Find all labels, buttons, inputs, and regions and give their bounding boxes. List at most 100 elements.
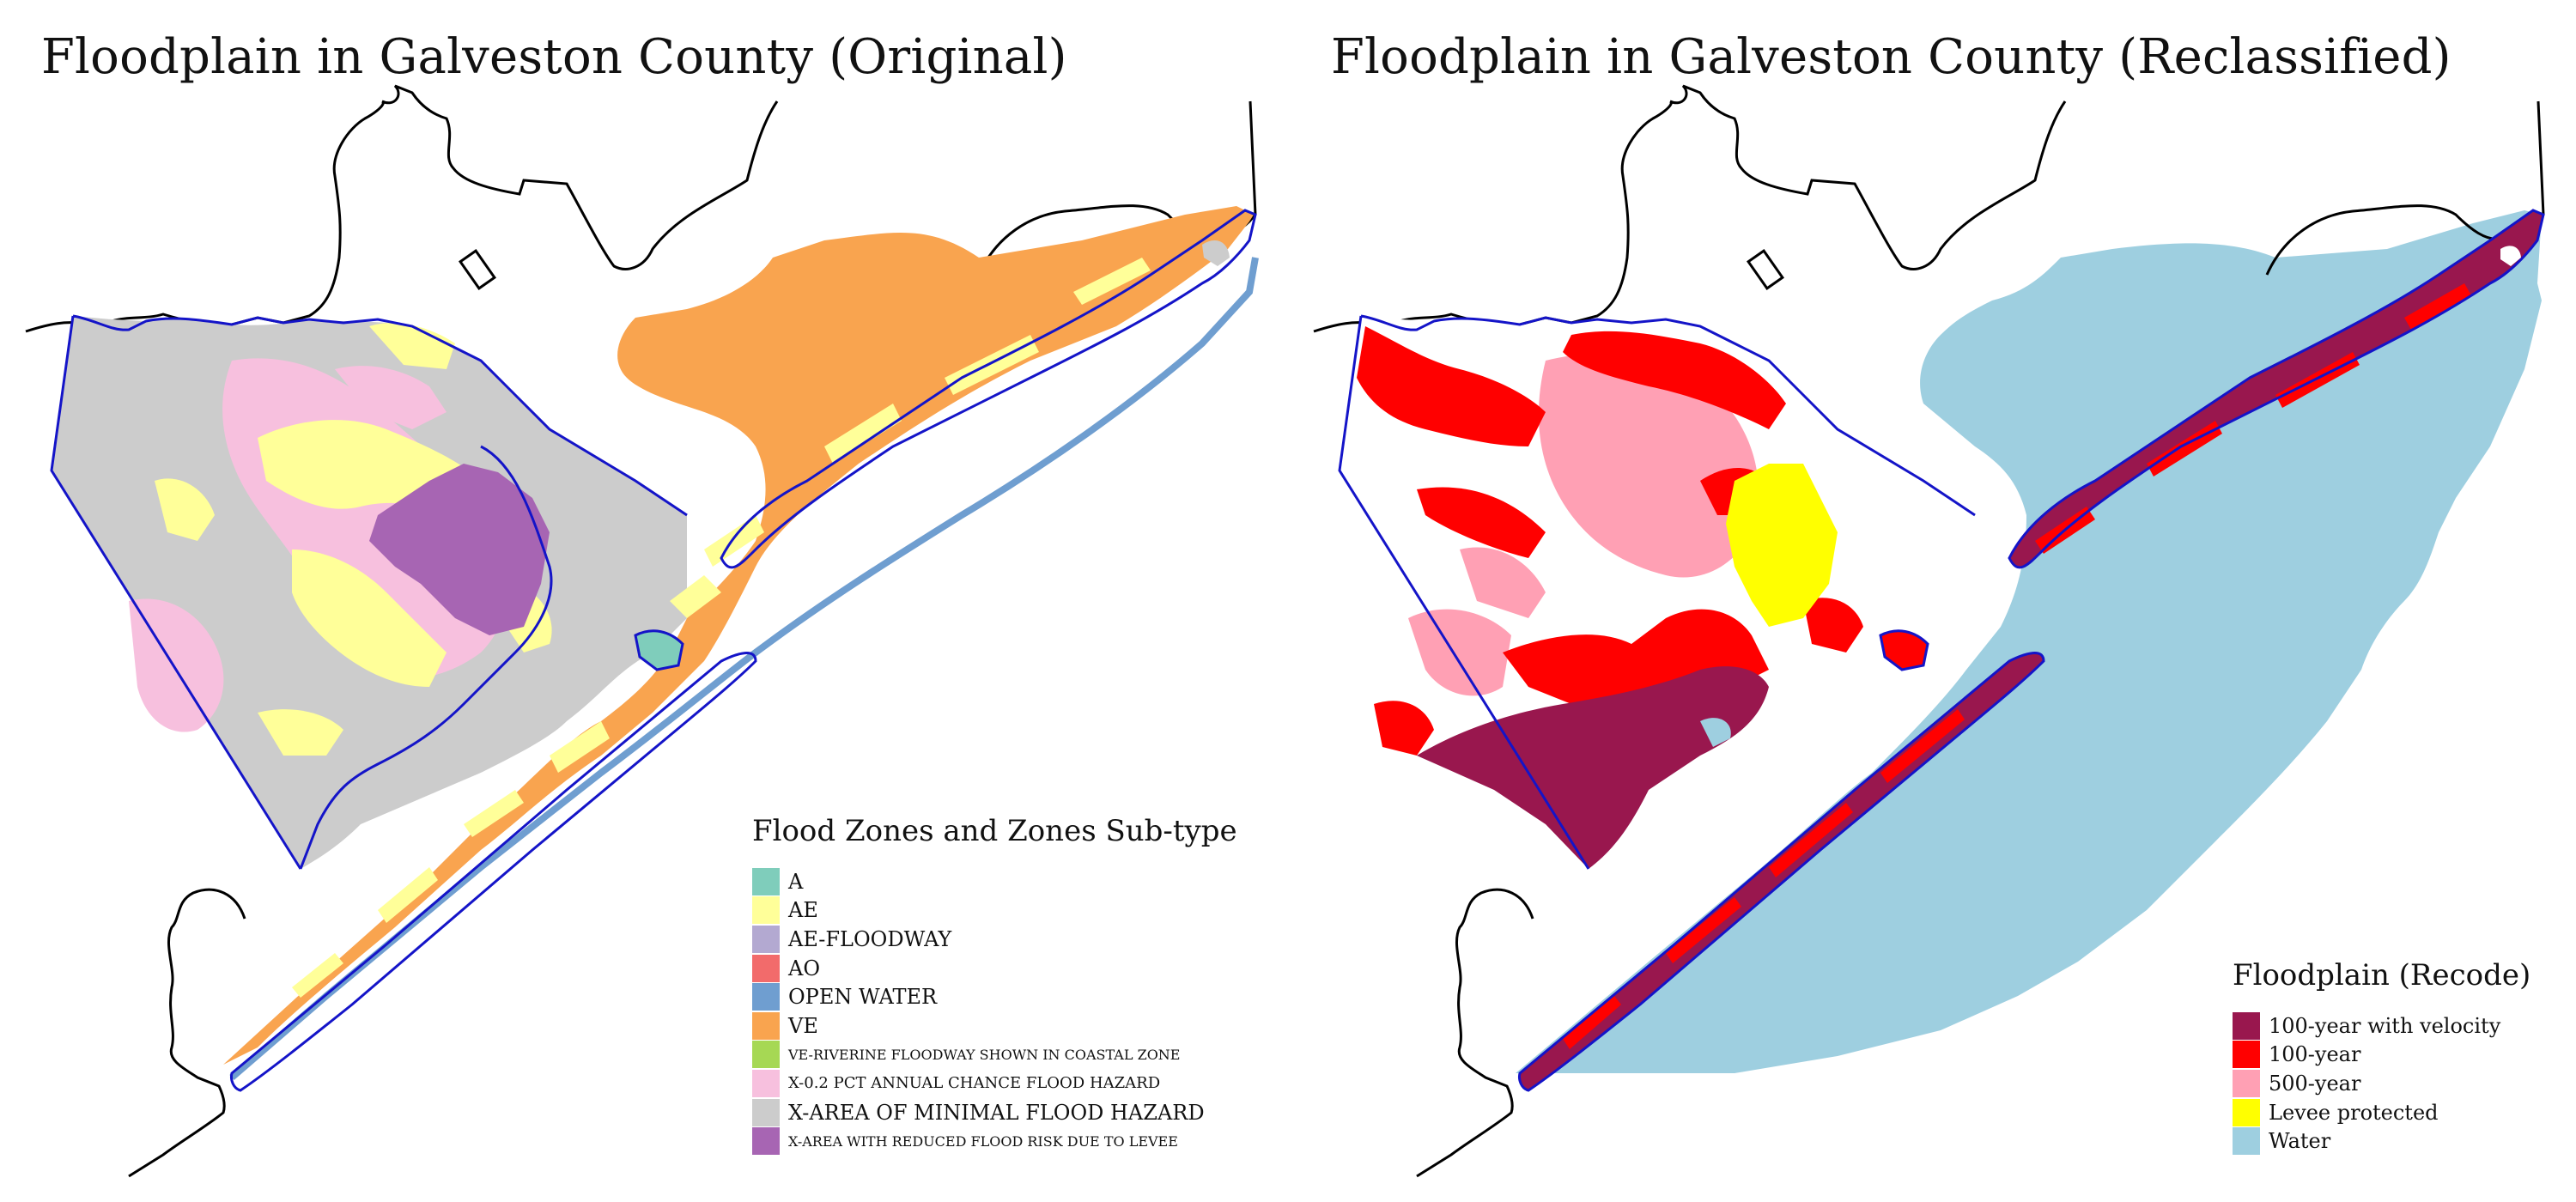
original-legend-label: X-AREA OF MINIMAL FLOOD HAZARD bbox=[788, 1100, 1205, 1125]
original-legend-item: AE bbox=[752, 896, 1237, 926]
reclassified-legend-label: Levee protected bbox=[2269, 1100, 2439, 1125]
county-outline-right bbox=[1338, 209, 2545, 1092]
galveston-red-3 bbox=[1769, 803, 1853, 877]
galveston-red-4 bbox=[1880, 709, 1965, 783]
water-area bbox=[1516, 210, 2542, 1073]
ae-patch-4 bbox=[369, 323, 455, 369]
ae-strip-1 bbox=[670, 575, 721, 618]
reclassified-legend-item: Water bbox=[2233, 1126, 2530, 1156]
100-year-patches bbox=[1357, 326, 1863, 756]
levee-zone-patch bbox=[369, 464, 550, 635]
reclassified-legend-item: 100-year bbox=[2233, 1041, 2530, 1070]
reclassified-legend-label: 100-year bbox=[2269, 1042, 2361, 1067]
county-mainland-border bbox=[50, 314, 688, 870]
reclassified-legend-item: Levee protected bbox=[2233, 1098, 2530, 1127]
500yr-patch-3 bbox=[1460, 547, 1546, 618]
bolivar-red-3 bbox=[2275, 352, 2360, 408]
reclassified-map bbox=[1313, 84, 2545, 1178]
reclassified-legend-swatch bbox=[2233, 1041, 2260, 1069]
reclassified-legend-label: Water bbox=[2269, 1129, 2331, 1154]
reclassified-legend-rows: 100-year with velocity 100-year 500-year Le… bbox=[2233, 1011, 2530, 1156]
original-legend-item: X-AREA WITH REDUCED FLOOD RISK DUE TO LE… bbox=[752, 1126, 1237, 1156]
mainland-base bbox=[1340, 316, 1975, 869]
ae-strip-6 bbox=[550, 721, 610, 773]
reclassified-map-legend: Floodplain (Recode) 100-year with veloci… bbox=[2233, 958, 2530, 1156]
original-legend-label: OPEN WATER bbox=[788, 985, 938, 1010]
reclassified-legend-label: 100-year with velocity bbox=[2269, 1013, 2501, 1038]
galveston-red-1 bbox=[1563, 996, 1621, 1049]
original-legend-swatch bbox=[752, 896, 780, 925]
bolivar-tip-white bbox=[2500, 246, 2521, 266]
galveston-red-2 bbox=[1666, 897, 1741, 963]
500-year-patches bbox=[1408, 354, 1759, 696]
original-legend-item: A bbox=[752, 867, 1237, 896]
county-mainland-border-r bbox=[1338, 314, 1976, 870]
100yr-patch-7 bbox=[1803, 598, 1863, 653]
100yr-patch-6 bbox=[1374, 701, 1434, 756]
original-map-panel: Floodplain in Galveston County (Original… bbox=[25, 29, 1259, 1178]
original-legend-swatch bbox=[752, 1041, 780, 1069]
coastline-north bbox=[25, 84, 779, 333]
original-legend-label: X-AREA WITH REDUCED FLOOD RISK DUE TO LE… bbox=[788, 1132, 1178, 1150]
reclassified-map-title: Floodplain in Galveston County (Reclassi… bbox=[1331, 29, 2451, 85]
open-water-shore-strip bbox=[229, 257, 1259, 1081]
100yr-patch-1 bbox=[1357, 326, 1546, 446]
ae-patch-2 bbox=[292, 549, 447, 687]
original-legend-item: VE bbox=[752, 1011, 1237, 1041]
island-outline-r bbox=[1747, 249, 1784, 290]
reclassified-legend-title: Floodplain (Recode) bbox=[2233, 958, 2531, 993]
original-legend-item: X-AREA OF MINIMAL FLOOD HAZARD bbox=[752, 1098, 1237, 1127]
reclassified-map-panel: Floodplain in Galveston County (Reclassi… bbox=[1288, 0, 2576, 1202]
bolivar-red-4 bbox=[2404, 283, 2471, 330]
original-legend-swatch bbox=[752, 925, 780, 953]
original-legend-rows: A AE AE-FLOODWAY AO OPEN WATER VE VE-RIVERINE … bbox=[752, 867, 1237, 1156]
ae-strip-5 bbox=[1073, 258, 1151, 305]
original-legend-item: VE-RIVERINE FLOODWAY SHOWN IN COASTAL ZO… bbox=[752, 1041, 1237, 1070]
500yr-patch-2 bbox=[1408, 609, 1511, 696]
reclassified-legend-item: 500-year bbox=[2233, 1069, 2530, 1098]
pelican-island bbox=[634, 629, 684, 671]
bolivar-grey-patch bbox=[1202, 240, 1230, 266]
original-map-title: Floodplain in Galveston County (Original… bbox=[41, 29, 1067, 85]
bolivar-border-r bbox=[2008, 209, 2545, 569]
original-legend-label: VE bbox=[788, 1013, 818, 1038]
ve-zone-body bbox=[223, 206, 1254, 1065]
original-legend-swatch bbox=[752, 1098, 780, 1126]
bolivar-velocity bbox=[2009, 210, 2543, 568]
coastline-south bbox=[128, 888, 246, 1178]
coastline-south-r bbox=[1416, 888, 1534, 1178]
ae-patch-5 bbox=[258, 709, 343, 756]
original-legend-swatch bbox=[752, 954, 780, 982]
ae-patch-3 bbox=[155, 478, 215, 541]
original-legend-label: VE-RIVERINE FLOODWAY SHOWN IN COASTAL ZO… bbox=[788, 1046, 1181, 1063]
ae-strip-3 bbox=[824, 404, 902, 464]
ae-strip-7 bbox=[464, 790, 524, 837]
reclassified-legend-swatch bbox=[2233, 1098, 2260, 1126]
velocity-mainland-inlet bbox=[1700, 718, 1731, 747]
original-legend-label: A bbox=[788, 869, 804, 894]
original-map bbox=[25, 84, 1259, 1178]
levee-protected-area bbox=[1726, 464, 1838, 627]
reclassified-legend-swatch bbox=[2233, 1011, 2260, 1040]
galveston-red-strips bbox=[1563, 709, 1965, 1049]
reclassified-legend-swatch bbox=[2233, 1127, 2260, 1156]
original-legend-swatch bbox=[752, 867, 780, 895]
galveston-border-r bbox=[1518, 652, 2045, 1092]
original-legend-label: X-0.2 PCT ANNUAL CHANCE FLOOD HAZARD bbox=[788, 1074, 1161, 1093]
original-legend-label: AE bbox=[788, 898, 818, 923]
county-bay-border bbox=[299, 445, 553, 870]
reclassified-legend-label: 500-year bbox=[2269, 1071, 2361, 1096]
reclassified-legend-swatch bbox=[2233, 1069, 2260, 1097]
original-legend-swatch bbox=[752, 1011, 780, 1040]
island-outline bbox=[459, 249, 496, 290]
original-legend-item: X-0.2 PCT ANNUAL CHANCE FLOOD HAZARD bbox=[752, 1069, 1237, 1098]
original-map-legend: Flood Zones and Zones Sub-type A AE AE-FLO… bbox=[752, 814, 1237, 1156]
500yr-patch-1 bbox=[1538, 354, 1759, 578]
original-legend-label: AO bbox=[788, 956, 821, 980]
velocity-mainland-patch bbox=[1417, 666, 1769, 869]
original-legend-label: AE-FLOODWAY bbox=[788, 926, 952, 951]
bolivar-peninsula-border bbox=[720, 209, 1257, 569]
ae-strip-9 bbox=[292, 953, 343, 998]
ae-strip-2 bbox=[704, 515, 764, 567]
ae-strip-8 bbox=[378, 867, 438, 923]
